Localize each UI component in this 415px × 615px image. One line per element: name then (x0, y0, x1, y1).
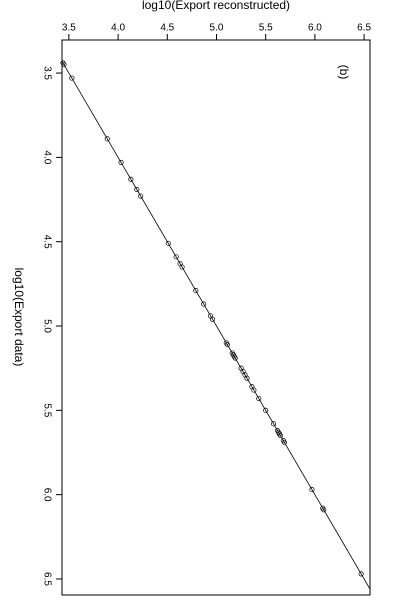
point (232, 355, 238, 361)
x-tick-label: 5.5 (41, 403, 52, 417)
point (309, 487, 315, 493)
y-axis-title: log10(Export reconstructed) (142, 0, 290, 12)
point (224, 342, 230, 348)
point (104, 136, 110, 142)
point (193, 288, 199, 294)
plot: log10(Export data) log10(Export reconstr… (12, 0, 371, 596)
point (244, 375, 250, 381)
point (118, 159, 124, 165)
point (321, 507, 327, 513)
x-tick-label: 4.5 (41, 235, 52, 249)
point (128, 176, 134, 182)
y-tick-label: 5.0 (210, 23, 224, 34)
point (134, 186, 140, 192)
point (69, 75, 75, 81)
point (271, 421, 277, 427)
x-axis-title: log10(Export data) (12, 268, 26, 367)
point (210, 316, 216, 322)
x-tick-label: 6.5 (41, 572, 52, 586)
x-tick-label: 4.0 (41, 150, 52, 164)
point (277, 433, 284, 439)
y-tick-label: 6.5 (357, 23, 371, 34)
y-tick-label: 3.5 (62, 23, 76, 34)
point (138, 193, 144, 199)
x-tick-label: 3.5 (41, 66, 52, 80)
point (263, 407, 269, 413)
annotation: (b) (337, 65, 351, 80)
point (173, 254, 179, 260)
point (281, 439, 287, 445)
x-tick-label: 5.0 (41, 319, 52, 333)
y-tick-label: 4.5 (160, 23, 174, 34)
point (179, 264, 185, 270)
point (256, 395, 262, 402)
point (251, 387, 257, 393)
y-tick-label: 6.0 (308, 23, 322, 34)
point (165, 240, 171, 246)
point (201, 301, 207, 307)
point (61, 62, 67, 68)
x-tick-label: 6.0 (41, 488, 52, 502)
y-tick-label: 4.0 (111, 23, 125, 34)
point (358, 571, 364, 577)
y-tick-label: 5.5 (259, 23, 273, 34)
